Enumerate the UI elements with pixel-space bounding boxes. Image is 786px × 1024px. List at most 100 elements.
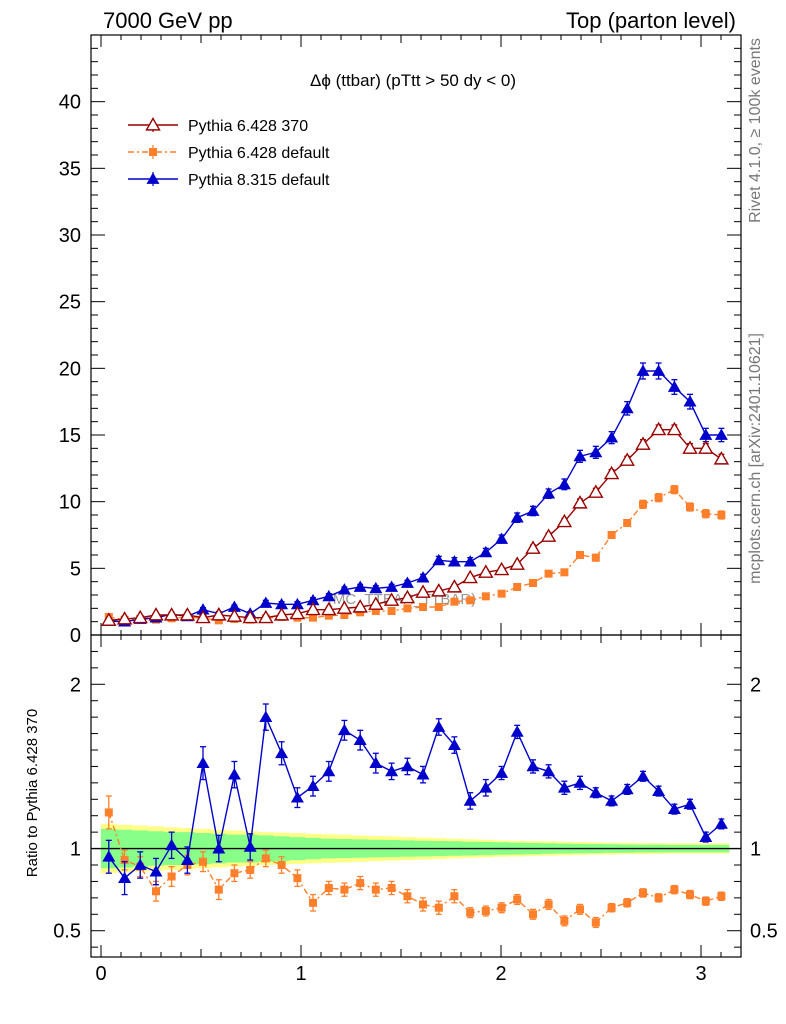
header-left: 7000 GeV pp (103, 8, 233, 33)
data-point (118, 871, 132, 884)
data-point (605, 794, 619, 806)
ratio-series-pythia-6-428-default (104, 795, 726, 929)
data-point (163, 607, 180, 621)
data-point (479, 545, 493, 558)
y-tick-label: 40 (59, 92, 81, 114)
x-tick-label: 1 (295, 963, 306, 985)
data-point (667, 380, 681, 392)
legend-entry: Pythia 6.428 370 (128, 117, 308, 135)
data-point (714, 817, 728, 829)
data-point (607, 903, 616, 912)
top-series-pythia-6-428-370 (101, 421, 730, 626)
data-point (623, 519, 632, 527)
data-point (432, 720, 446, 732)
data-point (620, 782, 634, 795)
data-point (466, 908, 475, 917)
data-point (101, 612, 117, 626)
mcplots-label: mcplots.cern.ch [arXiv:2401.10621] (747, 333, 764, 584)
ratio-y-tick-label-right: 1 (750, 839, 761, 861)
data-point (387, 884, 396, 892)
data-point (529, 579, 537, 587)
data-point (104, 808, 113, 817)
data-point (340, 611, 349, 619)
data-point (261, 854, 270, 863)
data-point (576, 905, 584, 914)
data-point (526, 504, 540, 516)
data-point (450, 597, 459, 606)
data-point (698, 440, 714, 454)
legend-label: Pythia 6.428 default (188, 145, 330, 162)
legend-marker (145, 117, 161, 131)
data-point (199, 857, 207, 866)
data-point (289, 605, 306, 620)
y-tick-label: 10 (59, 492, 81, 514)
series-line (108, 370, 722, 623)
data-point (450, 892, 459, 901)
data-point (576, 551, 584, 559)
x-tick-label: 0 (95, 963, 106, 985)
ratio-y-tick-label-right: 2 (750, 674, 761, 696)
data-point (589, 786, 603, 798)
data-point (714, 428, 728, 440)
data-point (385, 580, 399, 592)
data-point (353, 733, 367, 746)
data-point (309, 613, 317, 622)
data-point (371, 607, 380, 615)
data-point (195, 609, 211, 624)
data-point (322, 764, 336, 777)
top-series-pythia-8-315-default (102, 362, 728, 627)
data-point (387, 607, 396, 615)
data-point (526, 759, 540, 772)
data-point (607, 531, 616, 539)
series-line (108, 488, 722, 622)
data-point (509, 556, 525, 570)
data-point (447, 738, 461, 750)
data-point (639, 500, 647, 509)
y-tick-label: 20 (59, 358, 81, 380)
data-point (682, 440, 698, 454)
data-point (560, 916, 569, 925)
data-point (321, 601, 337, 616)
ratio-y-tick-label: 1 (70, 839, 81, 861)
data-point (683, 395, 697, 407)
series-line (108, 429, 722, 621)
data-point (447, 555, 461, 567)
data-point (434, 603, 443, 611)
data-point (670, 885, 679, 894)
data-point (717, 511, 726, 519)
data-point (650, 421, 667, 436)
data-point (273, 607, 290, 621)
chart-title: Δϕ (ttbar) (pTtt > 50 dy < 0) (310, 71, 516, 90)
data-point (324, 611, 333, 620)
data-point (352, 599, 368, 613)
data-point (544, 569, 553, 578)
y-tick-label: 35 (59, 158, 81, 180)
data-point (368, 596, 384, 610)
series-line (108, 812, 722, 924)
axis-ticks (91, 35, 741, 957)
data-point (713, 451, 730, 465)
data-point (510, 511, 524, 523)
data-point (242, 609, 258, 624)
series-group (101, 362, 730, 929)
data-point (403, 604, 412, 613)
data-point (309, 898, 317, 907)
rivet-label: Rivet 4.1.0, ≥ 100k events (747, 38, 764, 223)
data-point (403, 892, 412, 901)
data-point (165, 838, 179, 851)
ratio-y-tick-label-right: 0.5 (750, 921, 778, 943)
data-point (133, 858, 147, 870)
data-point (212, 842, 226, 854)
data-point (246, 865, 255, 874)
data-point (337, 723, 351, 736)
data-point (383, 592, 400, 606)
ratio-series-pythia-8-315-default (102, 703, 728, 896)
data-point (432, 553, 446, 566)
data-point (639, 888, 647, 897)
data-point (652, 364, 666, 376)
data-point (497, 903, 506, 912)
y-tick-label: 30 (59, 225, 81, 247)
data-point (356, 879, 365, 888)
x-tick-label: 2 (495, 963, 506, 985)
